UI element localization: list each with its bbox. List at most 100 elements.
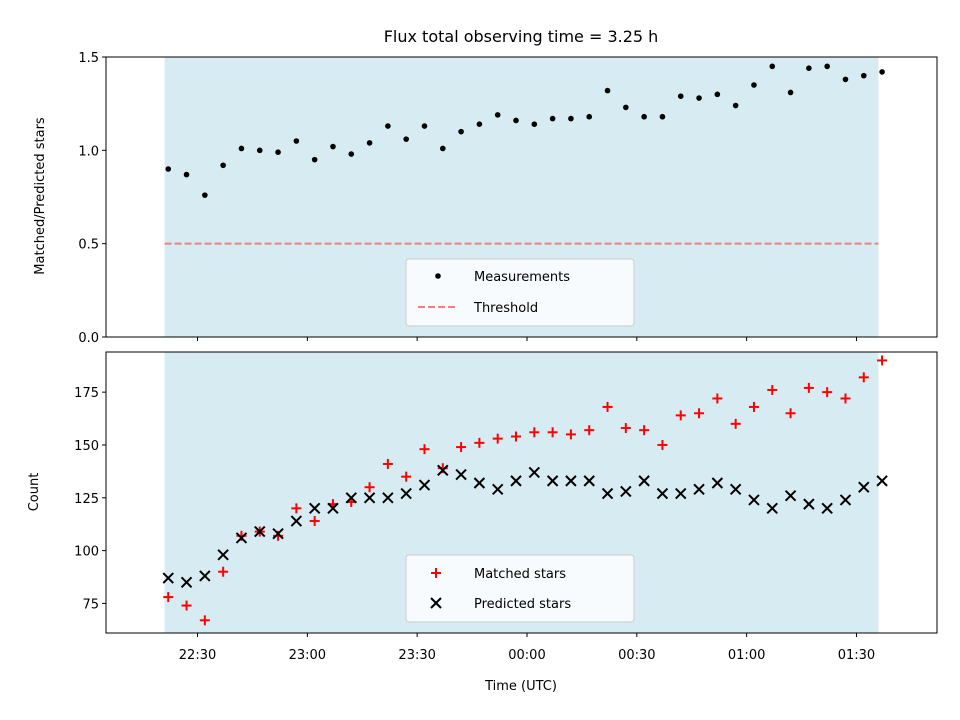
predicted-star-point-b: [510, 475, 522, 487]
predicted-star-point-b: [199, 570, 211, 582]
predicted-star-point-b: [766, 502, 778, 515]
measurement-point: [494, 112, 501, 118]
measurement-point: [165, 166, 172, 172]
predicted-star-point: [180, 576, 193, 589]
predicted-star-point-b: [437, 464, 449, 477]
ratio-panel: 0.0 0.5 1.0 1.5 Measurements Threshold: [78, 51, 938, 346]
predicted-star-point-b: [400, 487, 412, 500]
predicted-star-point: [363, 492, 376, 504]
predicted-star-point-b: [528, 466, 541, 479]
measurement-point: [696, 95, 702, 101]
ratio-legend: Measurements Threshold: [405, 258, 635, 327]
count-panel: 75 100 125 150 175 22:30 23:00 23:30 00:00 00:30 0…: [74, 351, 938, 663]
legend-measurements-marker: [435, 273, 441, 279]
y-tick-label: 0.0: [78, 331, 99, 346]
predicted-star-point-b: [254, 525, 266, 538]
predicted-star-point: [546, 475, 559, 487]
predicted-star-point: [711, 477, 724, 489]
measurement-point: [256, 147, 263, 154]
legend-matched-marker: [431, 568, 441, 578]
predicted-star-point: [601, 487, 614, 500]
matched-star-point: [639, 425, 650, 436]
matched-star-point: [822, 387, 833, 398]
predicted-star-point: [638, 475, 650, 487]
measurement-point: [421, 123, 428, 129]
predicted-star-point: [327, 502, 339, 515]
predicted-star-point: [693, 483, 705, 496]
chart-title: Flux total observing time = 3.25 h: [384, 27, 659, 46]
measurement-point: [714, 91, 721, 98]
matched-star-point: [840, 393, 851, 404]
matched-star-point: [364, 482, 375, 493]
matched-star-point: [511, 431, 522, 442]
matched-star-point: [657, 439, 668, 450]
measurement-point: [659, 113, 666, 120]
predicted-star-point-b: [162, 572, 174, 584]
matched-star-point: [291, 503, 302, 514]
measurement-point: [513, 117, 519, 124]
predicted-star-point-b: [565, 475, 577, 487]
predicted-star-point-b: [803, 498, 815, 510]
predicted-star-point-b: [455, 468, 467, 481]
legend-predicted-label: Predicted stars: [474, 597, 571, 612]
measurement-point: [293, 138, 300, 144]
matched-star-point: [602, 401, 613, 412]
legend-measurements-label: Measurements: [474, 270, 570, 285]
measurement-point: [769, 63, 776, 70]
measurement-point: [366, 140, 373, 146]
matched-star-point: [877, 355, 888, 366]
measurement-point: [275, 149, 281, 155]
measurement-point: [568, 115, 574, 122]
predicted-star-point-b: [290, 515, 303, 527]
predicted-star-point: [528, 466, 541, 479]
measurement-point: [586, 113, 593, 120]
matched-star-point: [712, 393, 723, 404]
measurement-point: [476, 121, 483, 127]
matched-star-point: [309, 516, 320, 527]
predicted-star-point-b: [858, 481, 870, 493]
y-tick-label: 0.5: [78, 238, 99, 253]
predicted-star-point: [748, 494, 760, 506]
predicted-star-point: [858, 481, 870, 493]
predicted-star-point: [254, 525, 266, 538]
predicted-star-point: [473, 477, 486, 489]
predicted-star-point: [345, 492, 357, 504]
measurement-point: [824, 63, 830, 70]
x-tick-label: 23:00: [289, 648, 326, 663]
matched-star-point: [199, 615, 210, 626]
predicted-star-point-b: [876, 475, 888, 487]
axes-frame: [105, 56, 938, 338]
measurement-point: [183, 171, 190, 178]
matched-star-point: [547, 427, 558, 438]
y-tick-label: 100: [74, 545, 99, 560]
predicted-star-point-b: [729, 483, 742, 496]
predicted-star-point: [784, 489, 797, 502]
predicted-star-point: [656, 487, 669, 500]
predicted-star-point-b: [638, 475, 650, 487]
matched-star-point: [401, 471, 412, 482]
measurement-point: [403, 136, 409, 142]
predicted-star-point-b: [217, 549, 229, 561]
measurement-point: [238, 145, 245, 152]
count-legend: Matched stars Predicted stars: [405, 554, 635, 623]
predicted-star-point: [235, 532, 248, 544]
predicted-star-point-b: [363, 492, 376, 504]
predicted-star-point-b: [327, 502, 339, 515]
matched-star-point: [675, 410, 686, 421]
predicted-star-point: [290, 515, 303, 527]
x-tick-label: 00:30: [618, 648, 655, 663]
predicted-star-point: [565, 475, 577, 487]
x-tick-label: 22:30: [179, 648, 216, 663]
matched-star-point: [529, 427, 540, 438]
predicted-star-point: [400, 487, 412, 500]
measurement-point: [879, 69, 885, 75]
predicted-star-point-b: [601, 487, 614, 500]
matched-star-point: [218, 566, 229, 577]
measurement-point: [311, 156, 318, 163]
predicted-star-point-b: [693, 483, 705, 496]
predicted-star-point-b: [546, 475, 559, 487]
measurement-point: [549, 115, 556, 122]
predicted-star-point-b: [382, 492, 394, 504]
matched-star-point: [565, 429, 576, 440]
